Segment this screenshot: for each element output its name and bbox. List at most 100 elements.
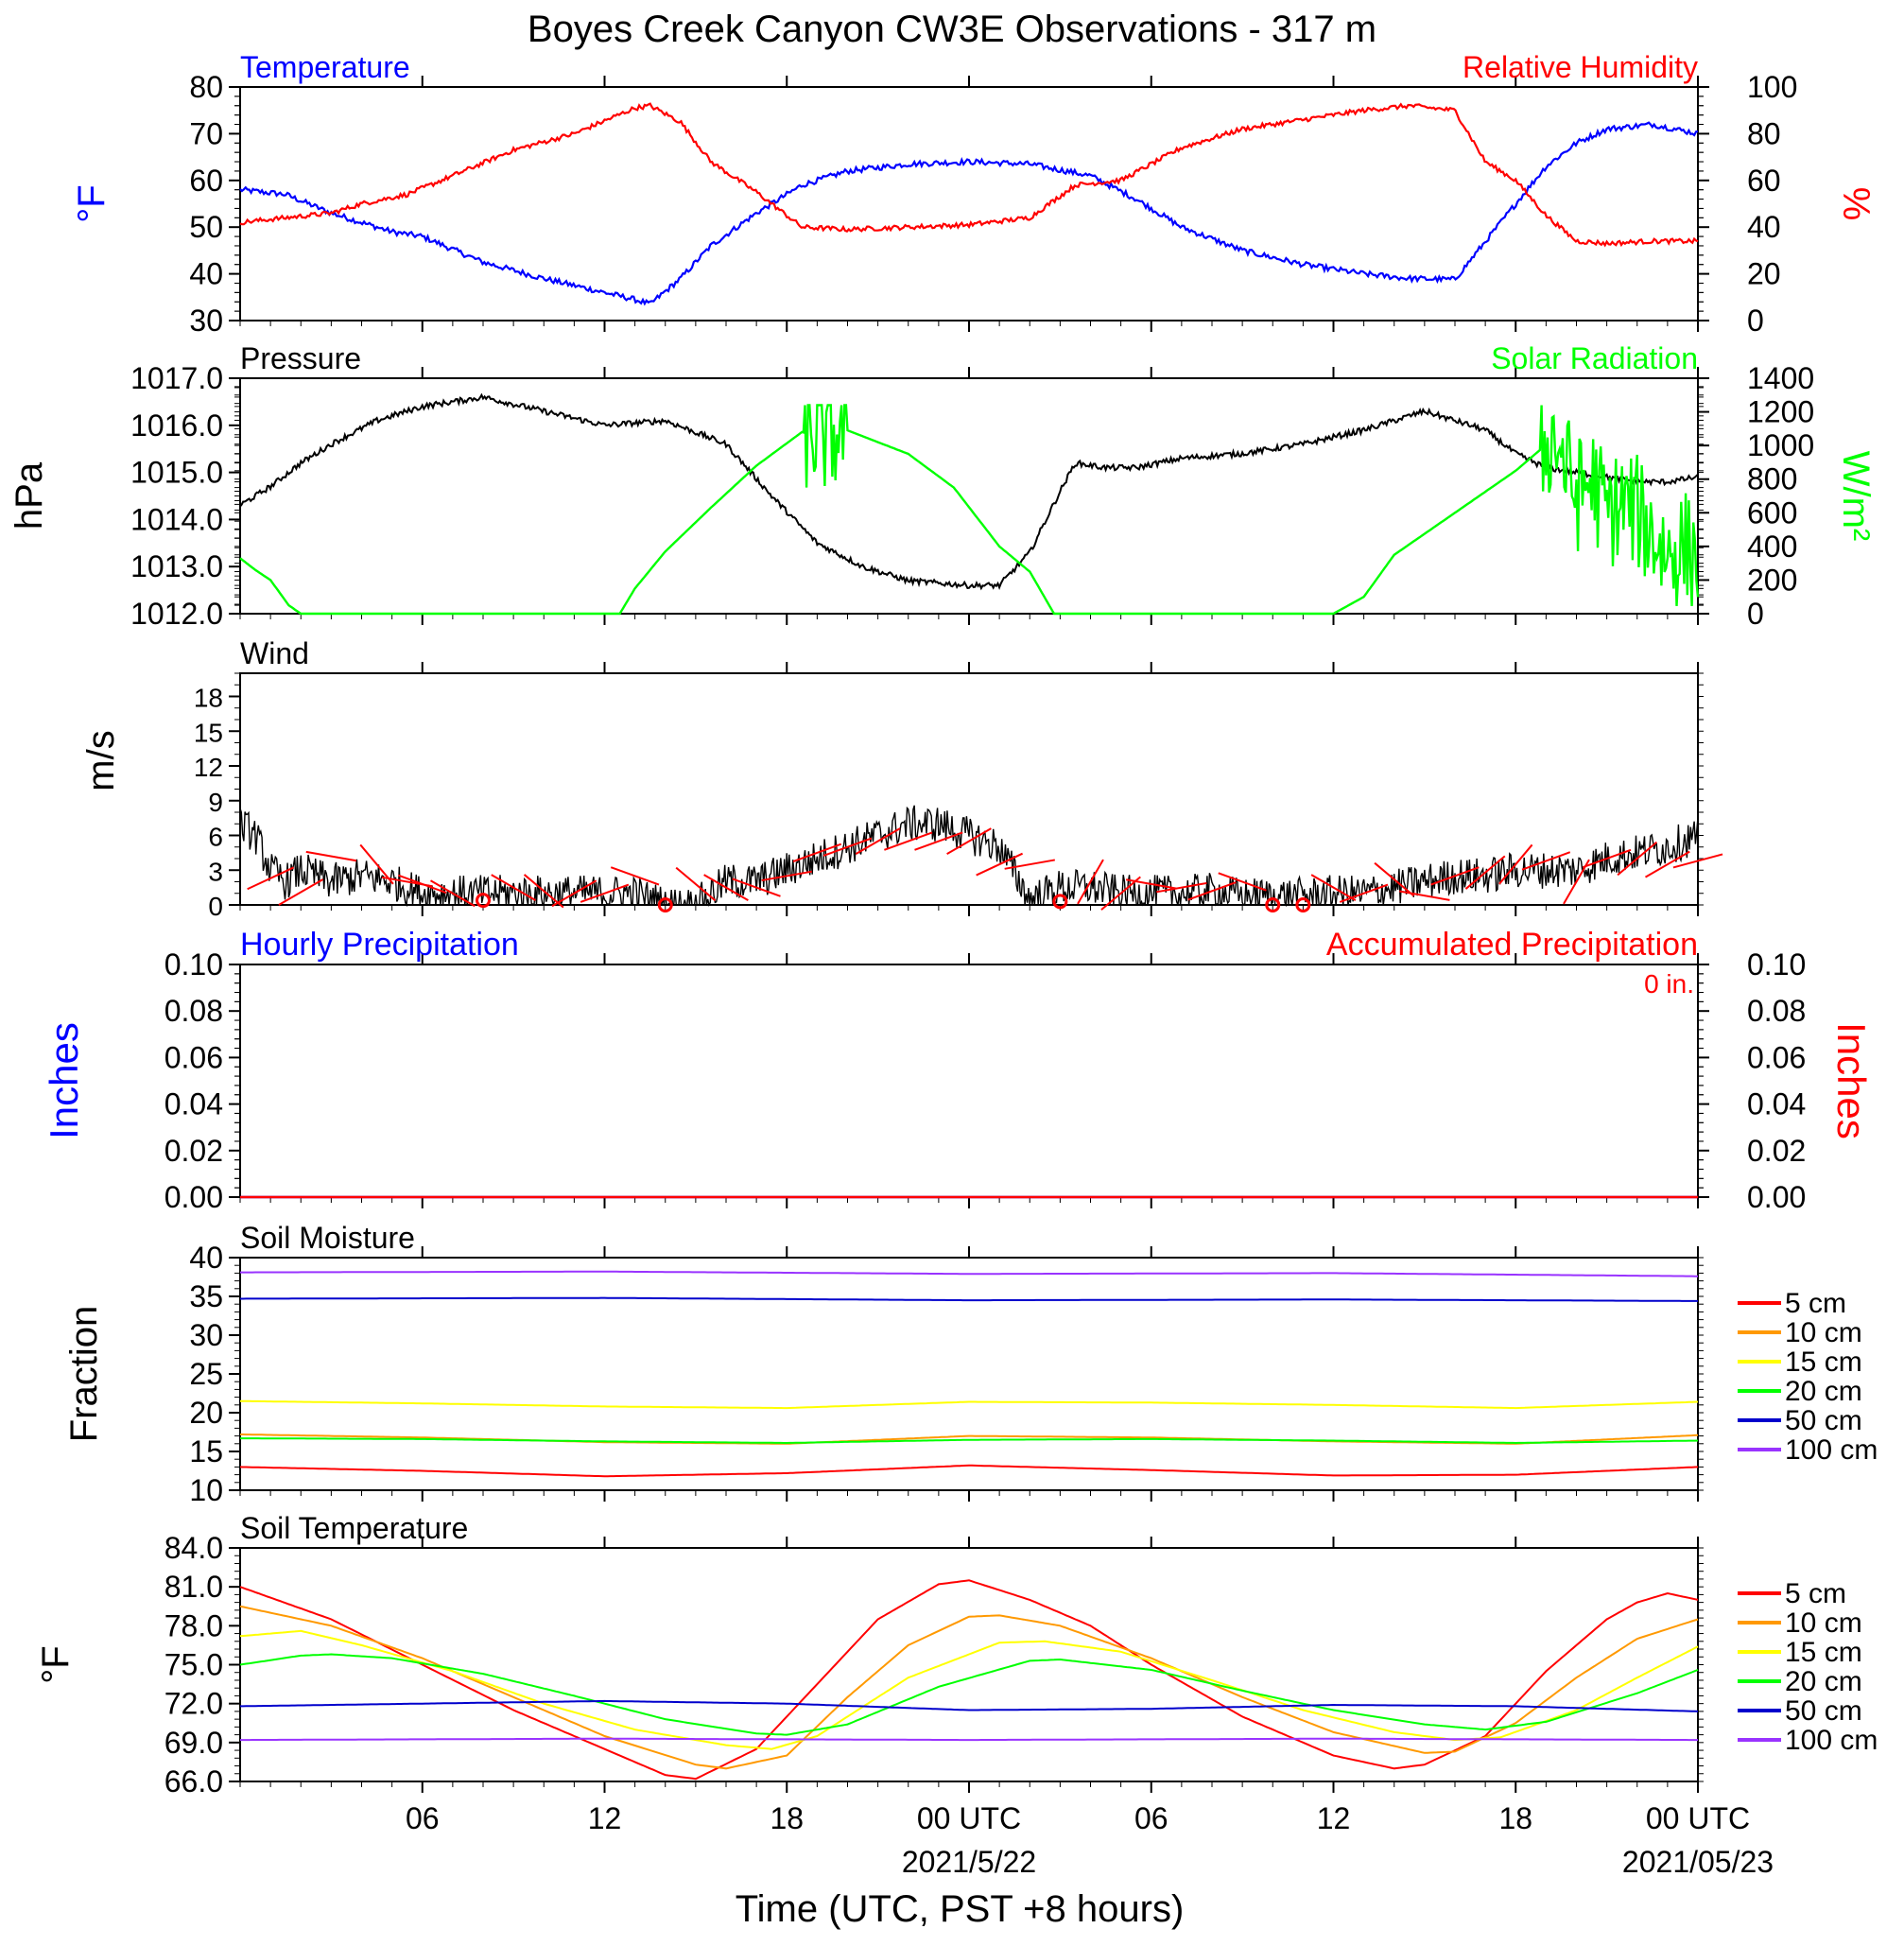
precip-acc-y-tick-label-right: 0.04 (1747, 1087, 1806, 1121)
soil_temp-legend-label: 10 cm (1785, 1607, 1862, 1639)
precip-acc-y-tick-label-right: 0.00 (1747, 1180, 1806, 1214)
x-axis-labels: 06 12 18 00 UTC 06 12 18 00 UTC 2021/5/22 2021/05… (406, 1801, 1774, 1879)
wind-calm-marker (1265, 897, 1281, 912)
wind-barb (523, 874, 564, 909)
wind-barb (1339, 883, 1389, 903)
soil_temp-y-tick-label: 66.0 (164, 1764, 223, 1798)
wind-barb (1218, 872, 1267, 892)
x-tick-label: 06 (1134, 1801, 1168, 1835)
x-tick-label: 18 (770, 1801, 804, 1835)
wind-barb (398, 874, 447, 895)
wind-barb (1310, 874, 1357, 901)
wind-barb (491, 874, 537, 901)
accumulated-precip-label: Accumulated Precipitation (1326, 927, 1698, 963)
accumulated-precip-total: 0 in. (1644, 969, 1694, 999)
rh-y-tick-label-right: 0 (1747, 304, 1764, 338)
soil_temp-legend-label: 20 cm (1785, 1666, 1862, 1697)
soil_temp-label: Soil Temperature (240, 1511, 468, 1545)
soil_moisture-legend-label: 10 cm (1785, 1317, 1862, 1348)
panel-precipitation: 0.00 0.02 0.04 0.06 0.08 0.10 0.00 0.02 0.04 0.06… (42, 927, 1874, 1214)
soil_moisture-y-tick-label: 25 (189, 1357, 223, 1391)
wind-y-tick-label: 3 (208, 857, 223, 886)
soil_moisture-y-tick-label: 15 (189, 1434, 223, 1468)
wind-y-tick-label: 0 (208, 892, 223, 921)
x-tick-label: 12 (588, 1801, 622, 1835)
wind-barb (732, 877, 781, 897)
wind-barb (1521, 851, 1571, 871)
panel-pressure-solar: 1012.0 1013.0 1014.0 1015.0 1016.0 1017.0 0200… (9, 341, 1877, 631)
soil_moisture-series-line (240, 1270, 1698, 1277)
accumulated-precip-axis-title: Inches (1829, 1022, 1874, 1139)
wind-barb (1430, 866, 1480, 886)
pressure-y-tick-label: 1017.0 (130, 361, 223, 395)
soil_temp-series-line (239, 1605, 1699, 1770)
wind-axis-title: m/s (80, 730, 122, 791)
wind-speed-line (239, 805, 1699, 908)
solar-y-tick-label-right: 400 (1747, 530, 1797, 564)
wind-label: Wind (240, 636, 309, 670)
panel-soil-temperature: 66.0 69.0 72.0 75.0 78.0 81.0 84.0 Soil Tempera… (35, 1511, 1878, 1798)
soil_temp-series-line (239, 1629, 1699, 1750)
soil_temp-y-tick-label: 84.0 (164, 1531, 223, 1565)
precip-acc-y-tick-label-right: 0.10 (1747, 947, 1806, 982)
soil_moisture-y-tick-label: 20 (189, 1396, 223, 1430)
precip-y-tick-label: 0.10 (164, 947, 223, 982)
solar-y-tick-label-right: 0 (1747, 597, 1764, 631)
soil_moisture-series-line (240, 1296, 1698, 1302)
x-date-label: 2021/5/22 (902, 1845, 1036, 1879)
x-date-label: 2021/05/23 (1622, 1845, 1774, 1879)
solar-y-tick-label-right: 1200 (1747, 395, 1814, 429)
soil_temp-legend-label: 5 cm (1785, 1578, 1846, 1609)
wind-y-tick-label: 18 (194, 684, 223, 713)
soil_temp-y-tick-label: 78.0 (164, 1608, 223, 1642)
wind-calm-marker (476, 893, 491, 909)
soil_moisture-y-tick-label: 35 (189, 1279, 223, 1313)
solar-y-tick-label-right: 800 (1747, 462, 1797, 496)
precip-y-tick-label: 0.00 (164, 1180, 223, 1214)
soil_temp-axis-title: °F (35, 1645, 77, 1683)
pressure-series-line (239, 392, 1699, 591)
soil_temp-y-tick-label: 75.0 (164, 1648, 223, 1682)
wind-barb (703, 874, 749, 901)
temp-y-tick-label: 80 (189, 70, 223, 104)
wind-barb (305, 850, 357, 862)
wind-barb (1156, 881, 1207, 894)
chart-title: Boyes Creek Canyon CW3E Observations - 3… (528, 9, 1376, 50)
wind-calm-marker (1052, 894, 1068, 910)
soil_moisture-legend-label: 15 cm (1785, 1347, 1862, 1378)
solar-y-tick-label-right: 600 (1747, 495, 1797, 530)
soil_temp-y-tick-label: 69.0 (164, 1726, 223, 1760)
temp-y-tick-label: 70 (189, 116, 223, 150)
soil_temp-legend-label: 100 cm (1785, 1725, 1878, 1756)
wind-barb (1374, 861, 1415, 897)
soil_temp-legend-label: 50 cm (1785, 1695, 1862, 1727)
wind-barb (551, 879, 597, 908)
temperature-axis-title: °F (71, 184, 113, 222)
wind-barb (580, 883, 630, 903)
soil_moisture-y-tick-label: 10 (189, 1473, 223, 1507)
x-tick-label: 12 (1317, 1801, 1351, 1835)
wind-barb (914, 831, 963, 851)
panel-temperature-humidity: 30 40 50 60 70 80 0 20 40 60 80 100 Temperature Relat… (71, 50, 1877, 338)
precip-y-tick-label: 0.08 (164, 994, 223, 1028)
soil_moisture-series-line (240, 1399, 1699, 1410)
pressure-y-tick-label: 1014.0 (130, 502, 223, 536)
temperature-label: Temperature (240, 50, 410, 84)
soil_moisture-legend-label: 20 cm (1785, 1376, 1862, 1407)
soil_moisture-series-line (240, 1437, 1699, 1445)
humidity-axis-title: % (1835, 187, 1877, 221)
precip-y-tick-label: 0.06 (164, 1040, 223, 1074)
wind-barb (1187, 881, 1237, 901)
wind-barb (610, 866, 660, 886)
pressure-label: Pressure (240, 341, 361, 375)
soil_temp-series-line (239, 1653, 1699, 1736)
precip-acc-y-tick-label-right: 0.08 (1747, 994, 1806, 1028)
wind-barb (946, 827, 992, 855)
pressure-y-tick-label: 1012.0 (130, 597, 223, 631)
temp_rh-frame (239, 86, 1699, 321)
wind-barb (247, 866, 295, 891)
precip-acc-y-tick-label-right: 0.02 (1747, 1134, 1806, 1168)
